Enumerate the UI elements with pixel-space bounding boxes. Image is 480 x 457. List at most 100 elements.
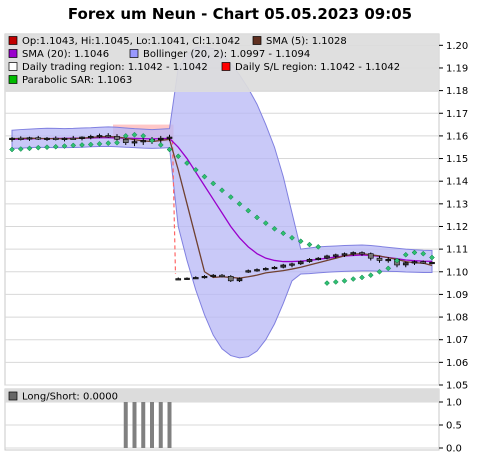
candle [359, 251, 365, 256]
sar-point [262, 220, 269, 226]
y-tick-label: 1.17 [446, 109, 468, 120]
candle [105, 133, 112, 138]
candle-body [184, 277, 190, 280]
candle [324, 254, 330, 260]
sar-point [210, 180, 217, 187]
legend-swatch [252, 36, 262, 45]
candle [87, 134, 94, 140]
y-tick-label: 1.06 [446, 358, 468, 369]
sar-point [324, 280, 330, 286]
candle-body [227, 276, 234, 282]
candle-body [131, 141, 138, 144]
sar-point [192, 167, 199, 173]
candle [332, 253, 339, 259]
candle-body [70, 137, 77, 140]
candle [175, 277, 182, 281]
candle-body [122, 139, 129, 143]
sub-y-tick-label: 0.5 [446, 421, 462, 432]
candle [315, 257, 322, 261]
sar-point [87, 141, 94, 148]
legend-label: Op:1.1043, Hi:1.1045, Lo:1.1041, Cl:1.10… [22, 36, 240, 47]
candle [219, 274, 225, 278]
sub-y-tick-label: 1.0 [446, 398, 462, 409]
long-short-bar [150, 402, 154, 448]
sl-drop-line [171, 140, 177, 275]
sar-point [219, 187, 225, 194]
y-tick-label: 1.19 [446, 63, 468, 74]
long-short-bar [158, 402, 163, 448]
candle-body [87, 136, 94, 139]
long-short-bar [123, 402, 128, 448]
sar-point [367, 272, 374, 279]
candle [280, 263, 287, 269]
sar-point [350, 276, 357, 282]
sar-point [271, 225, 278, 232]
candle [9, 137, 15, 142]
candle [35, 135, 42, 140]
candle-body [175, 278, 182, 281]
sar-point [341, 277, 348, 284]
long-short-bar [167, 402, 172, 448]
sar-point [122, 133, 129, 139]
sar-point [175, 153, 182, 160]
legend-label: Daily S/L region: 1.1042 - 1.1042 [235, 62, 400, 73]
candle-body [44, 137, 50, 140]
sar-point [385, 265, 392, 272]
legend-label: Daily trading region: 1.1042 - 1.1042 [22, 62, 208, 73]
sub-plot [123, 402, 172, 448]
sar-point [105, 140, 112, 147]
y-tick-label: 1.14 [446, 177, 468, 188]
candle [166, 134, 173, 141]
sar-point [420, 250, 427, 257]
sar-point [201, 173, 208, 180]
sub-legend-label: Long/Short: 0.0000 [22, 392, 118, 403]
y-tick-label: 1.18 [446, 86, 468, 97]
candle [411, 260, 418, 265]
candle-body [236, 278, 243, 282]
legend-swatch [8, 36, 18, 45]
candle-body [332, 254, 339, 257]
sar-point [52, 143, 59, 150]
candle-body [411, 261, 418, 264]
candle [70, 135, 77, 140]
sar-point [140, 133, 147, 139]
main-y-axis: 1.05 1.06 1.07 1.08 1.09 1.10 1.11 1.12 1.13 1.14… [439, 41, 468, 392]
candle-body [324, 255, 330, 259]
sar-point [17, 146, 24, 152]
sar-point [236, 200, 243, 207]
sub-y-tick-label: 0.0 [446, 444, 462, 455]
candle-body [429, 261, 435, 265]
legend-swatch [129, 49, 139, 58]
candle-body [271, 266, 278, 270]
sar-point [157, 142, 164, 148]
y-tick-label: 1.10 [446, 267, 468, 278]
candle-body [402, 262, 409, 266]
main-plot [9, 45, 435, 359]
candle-body [219, 274, 225, 277]
sub-legend-box [5, 389, 439, 402]
sar-point [35, 144, 42, 151]
candle-body [289, 263, 295, 266]
y-tick-label: 1.08 [446, 313, 468, 324]
candle [96, 133, 103, 139]
y-tick-label: 1.15 [446, 154, 468, 165]
candle [26, 136, 33, 141]
sar-point [332, 279, 339, 285]
candle-body [166, 136, 173, 139]
sar-point [376, 268, 383, 275]
candle-body [280, 264, 287, 268]
legend-swatch [8, 49, 18, 58]
candle-body [35, 137, 42, 140]
candle-body [341, 253, 348, 256]
y-tick-label: 1.07 [446, 335, 468, 346]
candle-body [359, 252, 365, 255]
sar-point [61, 143, 68, 149]
candle-body [420, 261, 427, 264]
y-tick-label: 1.16 [446, 131, 468, 142]
bollinger-band [11, 45, 433, 359]
sar-point [429, 254, 435, 261]
candle [192, 276, 199, 280]
sar-point [411, 249, 418, 256]
candle-body [306, 259, 313, 262]
